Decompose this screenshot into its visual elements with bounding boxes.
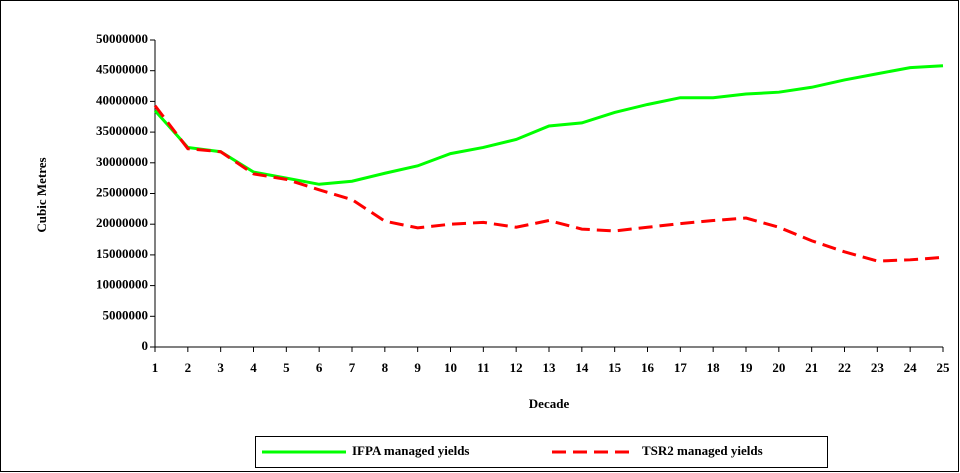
y-tick-label: 10000000 — [96, 277, 148, 292]
legend — [255, 436, 828, 468]
y-tick-label: 45000000 — [96, 62, 148, 77]
x-tick-label: 17 — [674, 360, 688, 375]
x-tick-label: 2 — [185, 360, 192, 375]
x-tick-label: 19 — [740, 360, 754, 375]
x-tick-label: 23 — [871, 360, 885, 375]
x-tick-label: 10 — [444, 360, 457, 375]
x-tick-label: 16 — [641, 360, 655, 375]
x-tick-label: 8 — [382, 360, 389, 375]
x-tick-label: 11 — [477, 360, 489, 375]
x-tick-label: 12 — [510, 360, 523, 375]
x-tick-label: 9 — [414, 360, 421, 375]
x-tick-label: 7 — [349, 360, 356, 375]
x-tick-label: 15 — [608, 360, 622, 375]
y-tick-label: 5000000 — [103, 307, 149, 322]
x-tick-label: 13 — [543, 360, 557, 375]
x-tick-label: 4 — [250, 360, 257, 375]
y-tick-label: 15000000 — [96, 246, 148, 261]
y-tick-label: 20000000 — [96, 215, 148, 230]
x-tick-label: 24 — [904, 360, 918, 375]
y-tick-label: 40000000 — [96, 92, 148, 107]
x-tick-label: 25 — [937, 360, 951, 375]
x-tick-label: 6 — [316, 360, 323, 375]
y-axis-title: Cubic Metres — [34, 157, 49, 232]
x-tick-label: 21 — [805, 360, 818, 375]
y-tick-label: 0 — [142, 338, 149, 353]
x-tick-label: 3 — [217, 360, 224, 375]
y-tick-label: 50000000 — [96, 31, 148, 46]
x-axis-title: Decade — [529, 396, 570, 411]
x-tick-label: 18 — [707, 360, 721, 375]
legend-label: IFPA managed yields — [352, 443, 470, 458]
x-tick-label: 20 — [772, 360, 785, 375]
x-tick-label: 1 — [152, 360, 159, 375]
x-tick-label: 5 — [283, 360, 290, 375]
y-tick-label: 30000000 — [96, 154, 148, 169]
y-tick-label: 35000000 — [96, 123, 148, 138]
x-tick-label: 14 — [575, 360, 589, 375]
legend-label: TSR2 managed yields — [642, 443, 763, 458]
series-line — [153, 104, 944, 263]
x-tick-label: 22 — [838, 360, 851, 375]
y-tick-label: 25000000 — [96, 184, 148, 199]
